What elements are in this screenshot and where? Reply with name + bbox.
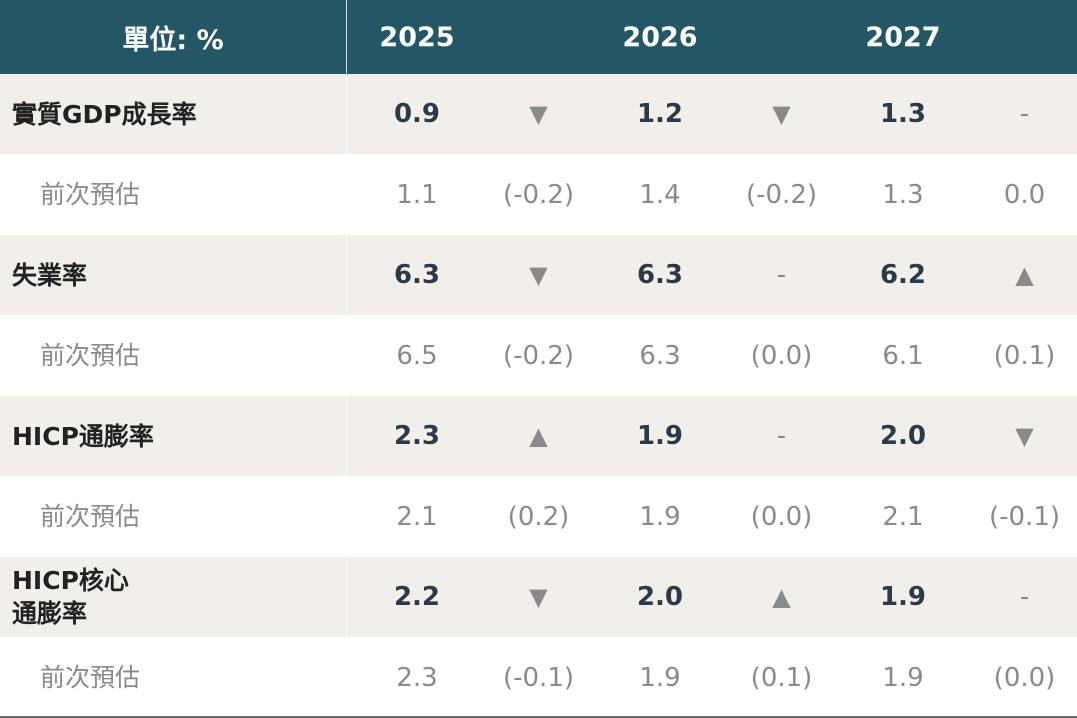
header-spacer	[730, 0, 833, 74]
value-cell: 6.3	[636, 260, 684, 290]
value-cell: 1.2	[636, 99, 684, 129]
prev-change-cell: (0.1)	[993, 340, 1056, 371]
value-cell: 2.0	[636, 582, 684, 612]
row-label-line1: HICP核心	[12, 566, 129, 595]
prev-change-cell: (0.0)	[750, 340, 813, 371]
year-2025-header: 2025	[379, 21, 455, 53]
prev-change-cell: (0.2)	[507, 501, 570, 532]
value-cell: 1.9	[636, 421, 684, 451]
prev-change-cell: 0.0	[1003, 179, 1046, 210]
prev-value-cell: 6.3	[639, 340, 681, 371]
prev-change-cell: (-0.2)	[502, 340, 575, 371]
prev-value-cell: 1.4	[639, 179, 681, 210]
row-label-line2: 通膨率	[12, 599, 88, 628]
value-cell: 1.3	[879, 99, 927, 129]
header-spacer	[487, 0, 590, 74]
table-row-hicp: HICP通膨率 2.3 ▲ 1.9 - 2.0 ▼	[0, 396, 1077, 476]
value-cell: 6.3	[393, 260, 441, 290]
value-cell: 2.3	[393, 421, 441, 451]
prev-change-cell: (-0.2)	[502, 179, 575, 210]
table-row-unemployment: 失業率 6.3 ▼ 6.3 - 6.2 ▲	[0, 235, 1077, 315]
table-row-unemployment-prev: 前次預估 6.5 (-0.2) 6.3 (0.0) 6.1 (0.1)	[0, 315, 1077, 396]
prev-label: 前次預估	[0, 637, 347, 718]
down-arrow-icon: ▼	[529, 261, 548, 289]
prev-value-cell: 1.9	[882, 662, 924, 693]
prev-label: 前次預估	[0, 315, 347, 396]
prev-label: 前次預估	[0, 476, 347, 557]
prev-change-cell: (0.0)	[750, 501, 813, 532]
prev-change-cell: (0.1)	[750, 662, 813, 693]
prev-value-cell: 1.9	[639, 501, 681, 532]
row-label: HICP核心 通膨率	[0, 557, 347, 637]
row-label: HICP通膨率	[0, 396, 347, 476]
no-change-dash: -	[1019, 99, 1030, 129]
table-bottom-border	[0, 716, 1077, 718]
up-arrow-icon: ▲	[772, 583, 791, 611]
value-cell: 0.9	[393, 99, 441, 129]
table-row-gdp: 實質GDP成長率 0.9 ▼ 1.2 ▼ 1.3 -	[0, 74, 1077, 154]
down-arrow-icon: ▼	[529, 100, 548, 128]
table-row-gdp-prev: 前次預估 1.1 (-0.2) 1.4 (-0.2) 1.3 0.0	[0, 154, 1077, 235]
unit-label: 單位: %	[0, 0, 347, 74]
down-arrow-icon: ▼	[529, 583, 548, 611]
no-change-dash: -	[1019, 582, 1030, 612]
prev-change-cell: (-0.1)	[502, 662, 575, 693]
prev-value-cell: 1.3	[882, 179, 924, 210]
prev-value-cell: 2.3	[396, 662, 438, 693]
year-2026-header: 2026	[622, 21, 698, 53]
header-spacer	[973, 0, 1076, 74]
row-label: 實質GDP成長率	[0, 74, 347, 154]
value-cell: 6.2	[879, 260, 927, 290]
prev-change-cell: (-0.2)	[745, 179, 818, 210]
table-row-core-hicp-prev: 前次預估 2.3 (-0.1) 1.9 (0.1) 1.9 (0.0)	[0, 637, 1077, 718]
value-cell: 2.0	[879, 421, 927, 451]
down-arrow-icon: ▼	[1015, 422, 1034, 450]
prev-value-cell: 1.9	[639, 662, 681, 693]
value-cell: 1.9	[879, 582, 927, 612]
up-arrow-icon: ▲	[1015, 261, 1034, 289]
prev-label: 前次預估	[0, 154, 347, 235]
row-label: 失業率	[0, 235, 347, 315]
prev-change-cell: (0.0)	[993, 662, 1056, 693]
no-change-dash: -	[776, 421, 787, 451]
prev-value-cell: 2.1	[396, 501, 438, 532]
prev-value-cell: 6.5	[396, 340, 438, 371]
prev-value-cell: 2.1	[882, 501, 924, 532]
up-arrow-icon: ▲	[529, 422, 548, 450]
year-2027-header: 2027	[865, 21, 941, 53]
header-row: 單位: % 2025 2026 2027	[0, 0, 1077, 74]
down-arrow-icon: ▼	[772, 100, 791, 128]
prev-value-cell: 6.1	[882, 340, 924, 371]
table-row-hicp-prev: 前次預估 2.1 (0.2) 1.9 (0.0) 2.1 (-0.1)	[0, 476, 1077, 557]
value-cell: 2.2	[393, 582, 441, 612]
table-row-core-hicp: HICP核心 通膨率 2.2 ▼ 2.0 ▲ 1.9 -	[0, 557, 1077, 637]
prev-change-cell: (-0.1)	[988, 501, 1061, 532]
prev-value-cell: 1.1	[396, 179, 438, 210]
no-change-dash: -	[776, 260, 787, 290]
